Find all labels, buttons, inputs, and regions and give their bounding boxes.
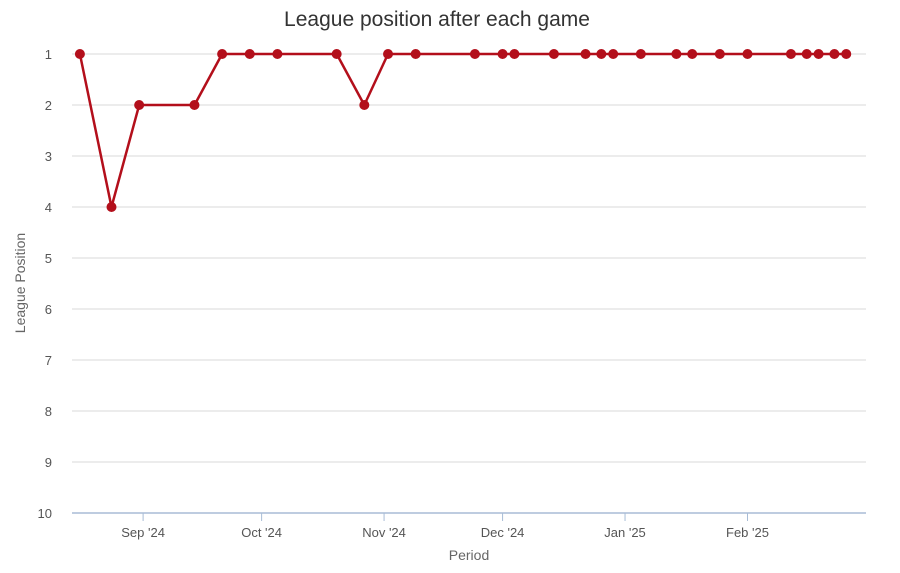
data-point[interactable] — [331, 49, 342, 59]
series-league-position — [74, 49, 852, 212]
data-point[interactable] — [469, 49, 480, 59]
data-point[interactable] — [813, 49, 824, 59]
data-point[interactable] — [671, 49, 682, 59]
data-point[interactable] — [596, 49, 607, 59]
data-point[interactable] — [548, 49, 559, 59]
data-point[interactable] — [829, 49, 840, 59]
data-point[interactable] — [841, 49, 852, 59]
y-tick-labels: 1 2 3 4 5 6 7 8 9 10 — [38, 47, 52, 521]
data-point[interactable] — [410, 49, 421, 59]
data-point[interactable] — [742, 49, 753, 59]
data-point[interactable] — [217, 49, 228, 59]
y-axis-title: League Position — [12, 233, 28, 333]
x-tick-label: Feb '25 — [726, 525, 769, 540]
y-tick-label: 8 — [45, 404, 52, 419]
data-point[interactable] — [687, 49, 698, 59]
data-point[interactable] — [608, 49, 619, 59]
data-point[interactable] — [359, 100, 370, 110]
x-tick-label: Oct '24 — [241, 525, 282, 540]
data-point[interactable] — [785, 49, 796, 59]
data-point[interactable] — [272, 49, 283, 59]
y-tick-label: 10 — [38, 506, 52, 521]
data-point[interactable] — [134, 100, 145, 110]
y-tick-label: 2 — [45, 98, 52, 113]
y-tick-label: 3 — [45, 149, 52, 164]
x-tick-label: Dec '24 — [481, 525, 525, 540]
y-tick-label: 1 — [45, 47, 52, 62]
data-point[interactable] — [189, 100, 200, 110]
data-point[interactable] — [714, 49, 725, 59]
data-point[interactable] — [801, 49, 812, 59]
y-tick-label: 7 — [45, 353, 52, 368]
y-tick-label: 9 — [45, 455, 52, 470]
data-point[interactable] — [383, 49, 394, 59]
x-tick-label: Nov '24 — [362, 525, 406, 540]
chart-title: League position after each game — [284, 8, 590, 31]
x-axis-title: Period — [449, 547, 489, 563]
data-point[interactable] — [497, 49, 508, 59]
data-point[interactable] — [635, 49, 646, 59]
data-point[interactable] — [509, 49, 520, 59]
data-point[interactable] — [74, 49, 85, 59]
series-line — [78, 52, 847, 209]
x-tick-label: Sep '24 — [121, 525, 165, 540]
data-point[interactable] — [244, 49, 255, 59]
y-tick-label: 4 — [45, 200, 52, 215]
data-point[interactable] — [106, 202, 117, 212]
data-point[interactable] — [580, 49, 591, 59]
x-tick-labels: Sep '24 Oct '24 Nov '24 Dec '24 Jan '25 Feb '… — [121, 513, 769, 540]
gridlines — [72, 53, 866, 463]
y-tick-label: 5 — [45, 251, 52, 266]
y-tick-label: 6 — [45, 302, 52, 317]
x-tick-label: Jan '25 — [604, 525, 646, 540]
